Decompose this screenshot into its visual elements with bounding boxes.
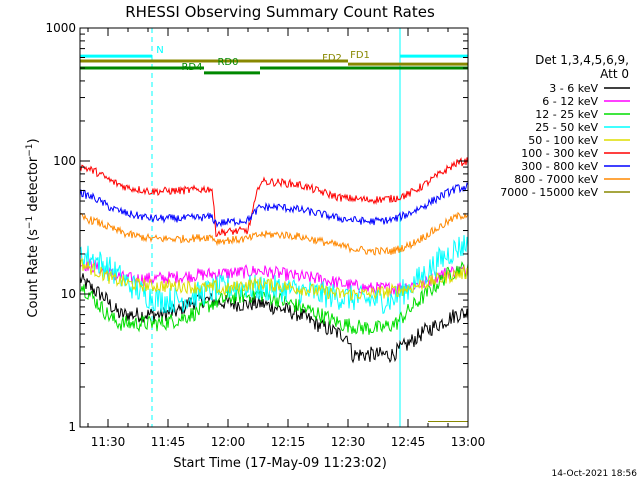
plot-frame (79, 27, 469, 428)
generation-timestamp: 14-Oct-2021 18:56 (552, 469, 638, 479)
state-label-rd0: RD0 (217, 57, 238, 68)
x-tick-label-5: 12:45 (391, 435, 426, 449)
y-axis-label: Count Rate (s−1 detector−1) (25, 138, 41, 317)
state-label-fd1: FD1 (350, 50, 370, 61)
x-tick-label-0: 11:30 (91, 435, 126, 449)
series-line-4 (79, 257, 469, 302)
x-axis-label: Start Time (17-May-09 11:23:02) (173, 456, 387, 471)
series-line-7 (79, 211, 469, 256)
state-label-fd2: FD2 (322, 53, 342, 64)
y-tick-label-2: 100 (53, 154, 76, 168)
y-tick-label-0: 1 (68, 420, 76, 434)
legend-label-8: 7000 - 15000 keV (500, 186, 598, 199)
x-tick-label-3: 12:15 (271, 435, 306, 449)
legend-label-4: 50 - 100 keV (528, 134, 598, 147)
x-tick-label-2: 12:00 (211, 435, 246, 449)
legend-label-2: 12 - 25 keV (535, 108, 598, 121)
x-tick-label-1: 11:45 (151, 435, 186, 449)
state-label-n: N (156, 45, 163, 56)
x-tick-label-4: 12:30 (331, 435, 366, 449)
legend-title: Det 1,3,4,5,6,9, (535, 53, 629, 67)
series-line-5 (79, 157, 469, 238)
series-line-3 (79, 235, 469, 315)
legend-label-0: 3 - 6 keV (549, 82, 598, 95)
y-tick-label-1: 10 (61, 287, 76, 301)
series-line-6 (79, 182, 469, 228)
x-tick-label-6: 13:00 (451, 435, 486, 449)
y-tick-label-3: 1000 (45, 21, 76, 35)
chart-title: RHESSI Observing Summary Count Rates (125, 3, 435, 21)
legend-label-1: 6 - 12 keV (542, 95, 598, 108)
legend-label-3: 25 - 50 keV (535, 121, 598, 134)
series-line-0 (79, 273, 469, 364)
state-label-rd4: RD4 (181, 62, 202, 73)
legend-label-7: 800 - 7000 keV (514, 173, 598, 186)
legend-att: Att 0 (600, 67, 629, 81)
legend-label-5: 100 - 300 keV (521, 147, 598, 160)
legend-label-6: 300 - 800 keV (521, 160, 598, 173)
